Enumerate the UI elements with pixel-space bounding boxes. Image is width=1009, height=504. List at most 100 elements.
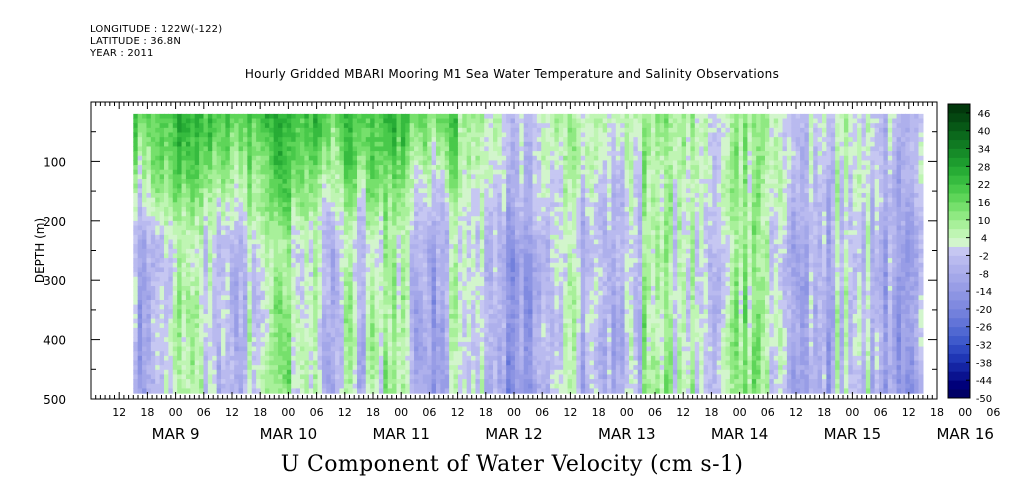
heatmap-cell — [212, 304, 218, 310]
heatmap-cell — [383, 174, 389, 180]
heatmap-cell — [264, 183, 270, 189]
heatmap-cell — [221, 300, 227, 306]
heatmap-cell — [185, 332, 191, 338]
heatmap-cell — [256, 323, 262, 329]
heatmap-cell — [142, 313, 148, 320]
heatmap-cell — [159, 258, 165, 264]
heatmap-cell — [435, 374, 441, 380]
heatmap-cell — [321, 313, 327, 320]
heatmap-cell — [234, 304, 240, 310]
heatmap-cell — [238, 155, 244, 162]
heatmap-cell — [444, 346, 450, 352]
heatmap-cell — [418, 220, 424, 227]
heatmap-cell — [343, 216, 349, 222]
heatmap-cell — [361, 253, 367, 259]
heatmap-cell — [308, 300, 314, 306]
heatmap-cell — [177, 253, 183, 259]
heatmap-cell — [177, 276, 183, 282]
heatmap-cell — [370, 304, 376, 310]
heatmap-cell — [475, 113, 481, 120]
heatmap-cell — [453, 272, 459, 278]
heatmap-cell — [317, 290, 323, 296]
heatmap-cell — [321, 151, 327, 157]
heatmap-cell — [484, 216, 490, 222]
heatmap-cell — [181, 160, 187, 166]
heatmap-cell — [225, 327, 231, 334]
heatmap-cell — [150, 151, 156, 157]
heatmap-cell — [422, 137, 428, 143]
heatmap-cell — [488, 332, 494, 338]
heatmap-cell — [462, 234, 468, 241]
heatmap-cell — [278, 318, 284, 324]
heatmap-cell — [291, 211, 297, 217]
heatmap-cell — [260, 169, 266, 175]
heatmap-cell — [365, 272, 371, 278]
heatmap-cell — [352, 230, 358, 236]
heatmap-cell — [427, 244, 433, 250]
heatmap-cell — [221, 313, 227, 320]
heatmap-cell — [484, 313, 490, 320]
heatmap-cell — [308, 351, 314, 357]
heatmap-cell — [471, 244, 477, 250]
heatmap-cell — [212, 351, 218, 357]
heatmap-cell — [374, 188, 380, 194]
heatmap-cell — [392, 281, 398, 287]
heatmap-cell — [207, 244, 213, 250]
heatmap-cell — [484, 304, 490, 310]
heatmap-cell — [155, 383, 161, 389]
heatmap-cell — [348, 286, 354, 292]
heatmap-cell — [150, 286, 156, 292]
heatmap-cell — [282, 141, 288, 148]
heatmap-cell — [339, 155, 345, 162]
heatmap-cell — [422, 304, 428, 310]
heatmap-cell — [449, 323, 455, 329]
heatmap-cell — [357, 332, 363, 338]
heatmap-cell — [155, 123, 161, 129]
heatmap-cell — [317, 300, 323, 306]
heatmap-cell — [181, 211, 187, 217]
heatmap-cell — [159, 192, 165, 199]
heatmap-cell — [352, 272, 358, 278]
heatmap-cell — [264, 327, 270, 334]
heatmap-cell — [374, 323, 380, 329]
heatmap-cell — [383, 379, 389, 385]
heatmap-cell — [242, 123, 248, 129]
heatmap-cell — [216, 360, 222, 366]
heatmap-cell — [440, 379, 446, 385]
heatmap-cell — [190, 300, 196, 306]
heatmap-cell — [457, 141, 463, 148]
heatmap-cell — [387, 351, 393, 357]
heatmap-cell — [181, 262, 187, 269]
heatmap-cell — [396, 337, 402, 343]
heatmap-cell — [172, 127, 178, 134]
heatmap-cell — [308, 165, 314, 171]
heatmap-cell — [326, 346, 332, 352]
heatmap-cell — [168, 220, 174, 227]
heatmap-cell — [269, 202, 275, 208]
heatmap-cell — [330, 323, 336, 329]
heatmap-cell — [199, 160, 205, 166]
heatmap-cell — [418, 346, 424, 352]
heatmap-cell — [409, 225, 415, 231]
heatmap-cell — [172, 202, 178, 208]
heatmap-cell — [251, 225, 257, 231]
heatmap-cell — [409, 374, 415, 380]
heatmap-cell — [203, 192, 209, 199]
heatmap-cell — [308, 337, 314, 343]
heatmap-cell — [400, 286, 406, 292]
heatmap-cell — [194, 137, 200, 143]
heatmap-cell — [392, 318, 398, 324]
heatmap-cell — [137, 211, 143, 217]
heatmap-cell — [352, 304, 358, 310]
heatmap-cell — [185, 318, 191, 324]
heatmap-cell — [203, 141, 209, 148]
heatmap-cell — [361, 169, 367, 175]
heatmap-cell — [137, 127, 143, 134]
heatmap-cell — [304, 234, 310, 241]
heatmap-cell — [475, 211, 481, 217]
heatmap-cell — [177, 230, 183, 236]
heatmap-cell — [299, 267, 305, 273]
heatmap-cell — [199, 313, 205, 320]
heatmap-cell — [221, 123, 227, 129]
heatmap-cell — [225, 160, 231, 166]
